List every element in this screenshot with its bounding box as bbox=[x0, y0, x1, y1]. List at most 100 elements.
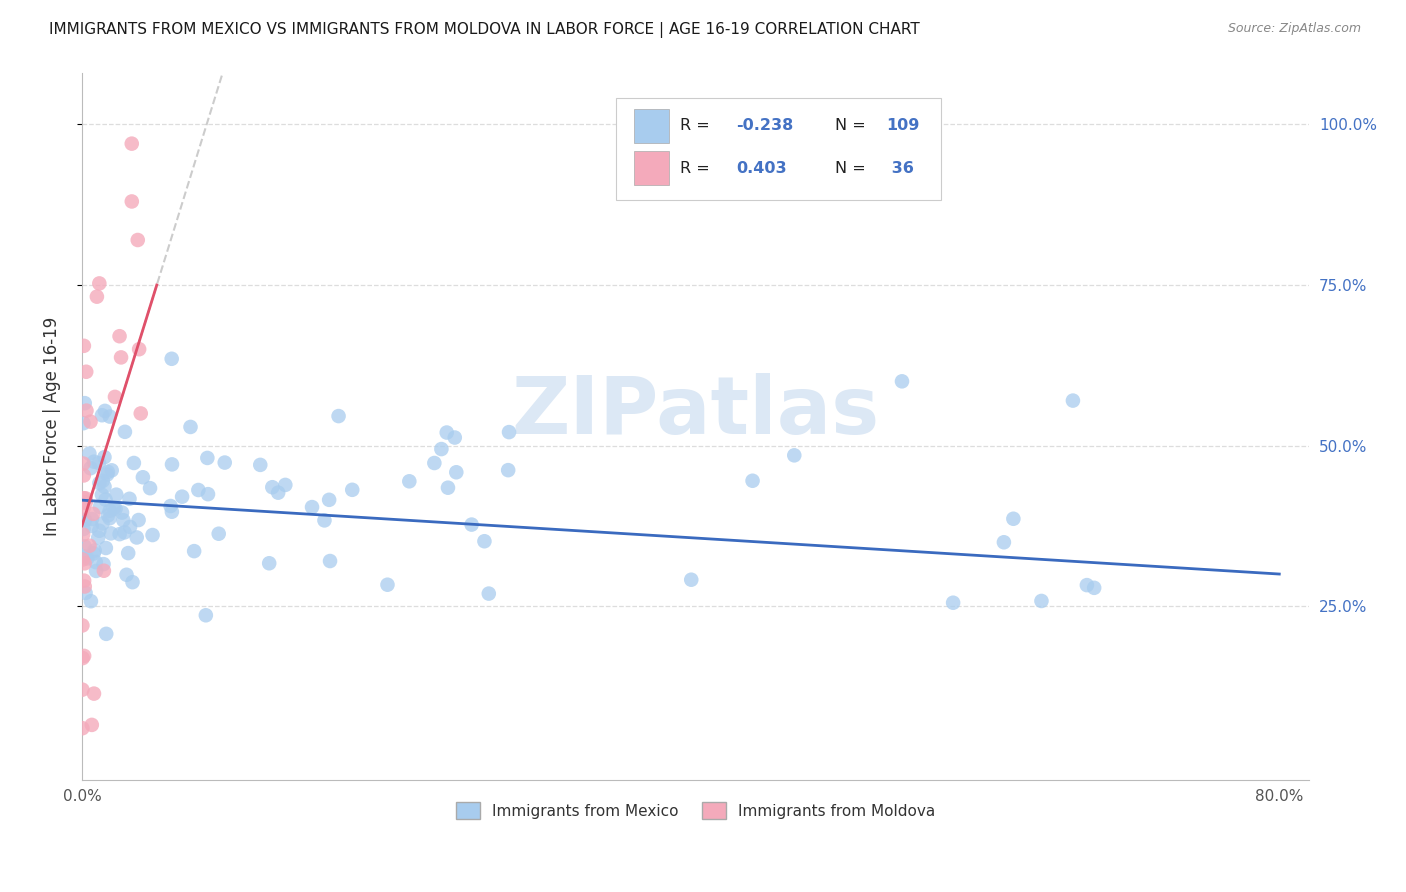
Point bbox=[430, 442, 453, 456]
Point bbox=[128, 513, 150, 527]
Point bbox=[80, 519, 103, 533]
Point bbox=[194, 608, 217, 623]
Point bbox=[214, 456, 236, 470]
Point bbox=[160, 351, 183, 366]
Point bbox=[942, 596, 965, 610]
Point bbox=[187, 483, 209, 497]
Point bbox=[100, 463, 122, 477]
Point bbox=[318, 492, 340, 507]
Point bbox=[319, 554, 342, 568]
Point bbox=[267, 485, 290, 500]
Point bbox=[93, 557, 115, 571]
Point bbox=[72, 552, 94, 566]
Point bbox=[1076, 578, 1098, 592]
Point bbox=[91, 408, 114, 422]
Point bbox=[117, 546, 139, 560]
Point bbox=[93, 480, 115, 494]
Point bbox=[89, 524, 111, 538]
Point bbox=[80, 718, 103, 732]
Point bbox=[436, 425, 458, 440]
Point bbox=[423, 456, 446, 470]
Point bbox=[84, 564, 107, 578]
Point bbox=[114, 525, 136, 540]
Y-axis label: In Labor Force | Age 16-19: In Labor Force | Age 16-19 bbox=[44, 317, 60, 536]
Point bbox=[257, 556, 280, 570]
Point bbox=[443, 431, 465, 445]
Point bbox=[496, 463, 519, 477]
Point bbox=[96, 627, 118, 641]
Point bbox=[112, 513, 135, 527]
Point bbox=[105, 488, 128, 502]
Point bbox=[73, 491, 96, 506]
Point bbox=[72, 522, 94, 536]
Point bbox=[110, 351, 132, 365]
Point bbox=[94, 492, 117, 507]
Point bbox=[72, 721, 94, 735]
Point bbox=[76, 403, 98, 417]
Point bbox=[73, 579, 96, 593]
Point bbox=[94, 404, 117, 418]
Point bbox=[121, 136, 143, 151]
Point bbox=[208, 526, 231, 541]
Point bbox=[84, 555, 107, 569]
Point bbox=[783, 448, 806, 462]
Point bbox=[108, 329, 131, 343]
Point bbox=[79, 415, 101, 429]
Point bbox=[79, 539, 101, 553]
Point bbox=[73, 574, 96, 588]
Point bbox=[91, 516, 114, 531]
Point bbox=[179, 420, 201, 434]
Point bbox=[72, 457, 94, 471]
Point bbox=[87, 456, 110, 470]
Point bbox=[72, 651, 94, 665]
Point bbox=[89, 500, 111, 514]
Point bbox=[94, 541, 117, 555]
Point bbox=[183, 544, 205, 558]
Point bbox=[249, 458, 271, 472]
Point bbox=[83, 455, 105, 469]
Point bbox=[328, 409, 350, 423]
Point bbox=[104, 390, 127, 404]
Point bbox=[87, 531, 110, 545]
Point bbox=[97, 465, 120, 479]
Point bbox=[72, 496, 94, 510]
Point bbox=[460, 517, 482, 532]
Point bbox=[262, 480, 284, 494]
Text: N =: N = bbox=[835, 119, 872, 134]
Point bbox=[195, 450, 218, 465]
Point bbox=[80, 512, 103, 526]
Point bbox=[446, 465, 468, 479]
Point bbox=[72, 416, 94, 430]
Point bbox=[498, 425, 520, 439]
Point bbox=[100, 526, 122, 541]
Point bbox=[73, 468, 96, 483]
Point bbox=[125, 531, 148, 545]
Point bbox=[1031, 594, 1053, 608]
Point bbox=[342, 483, 364, 497]
Point bbox=[93, 564, 115, 578]
Text: N =: N = bbox=[835, 161, 872, 176]
Point bbox=[73, 648, 96, 663]
Text: -0.238: -0.238 bbox=[737, 119, 793, 134]
Point bbox=[83, 546, 105, 560]
Text: R =: R = bbox=[679, 119, 714, 134]
Point bbox=[76, 551, 98, 566]
Point bbox=[132, 470, 155, 484]
Point bbox=[75, 365, 97, 379]
Point bbox=[127, 233, 149, 247]
Point bbox=[377, 578, 399, 592]
Legend: Immigrants from Mexico, Immigrants from Moldova: Immigrants from Mexico, Immigrants from … bbox=[450, 796, 942, 825]
Point bbox=[115, 567, 138, 582]
Point bbox=[72, 618, 94, 632]
Point bbox=[75, 586, 97, 600]
Text: 36: 36 bbox=[886, 161, 914, 176]
Point bbox=[82, 507, 104, 521]
Text: ZIPatlas: ZIPatlas bbox=[512, 373, 880, 451]
Point bbox=[474, 534, 496, 549]
Point bbox=[1062, 393, 1084, 408]
Point bbox=[86, 290, 108, 304]
Point bbox=[437, 481, 460, 495]
Point bbox=[118, 520, 141, 534]
Point bbox=[891, 374, 914, 388]
Point bbox=[72, 682, 94, 697]
